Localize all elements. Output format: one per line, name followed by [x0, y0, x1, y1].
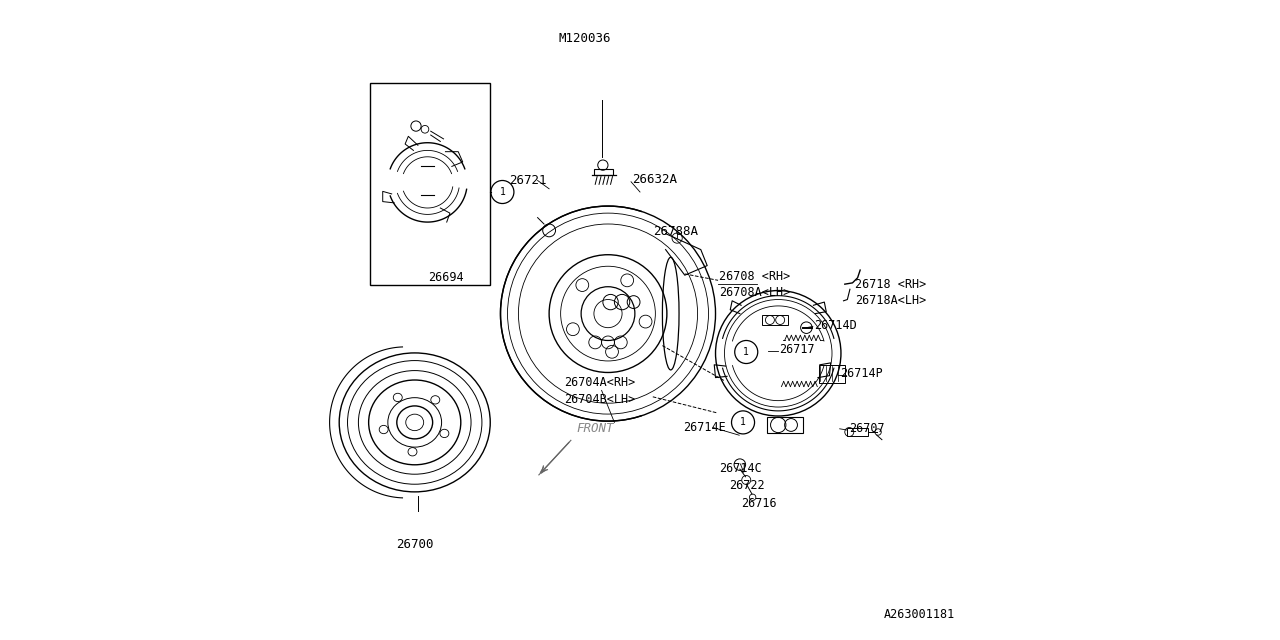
Bar	[370, 83, 490, 285]
Text: 26704A<RH>: 26704A<RH>	[564, 376, 636, 389]
Text: 1: 1	[499, 187, 506, 197]
Text: 26694: 26694	[428, 271, 463, 284]
Bar	[594, 169, 613, 175]
Text: 26722: 26722	[730, 479, 765, 492]
Text: 26718 <RH>: 26718 <RH>	[855, 278, 927, 291]
Text: 26632A: 26632A	[632, 173, 677, 186]
Bar	[767, 417, 803, 433]
Text: 26708A<LH>: 26708A<LH>	[719, 286, 791, 299]
Text: 26788A: 26788A	[653, 225, 698, 238]
Text: 26708 <RH>: 26708 <RH>	[719, 270, 791, 283]
Text: 26714E: 26714E	[684, 421, 726, 434]
Text: FRONT: FRONT	[576, 422, 613, 435]
Text: 26714P: 26714P	[840, 367, 882, 380]
Text: 26716: 26716	[741, 497, 777, 509]
Text: 1: 1	[740, 417, 746, 428]
Bar	[763, 315, 788, 325]
Text: M120036: M120036	[558, 32, 611, 45]
Bar	[819, 365, 845, 383]
Text: 26718A<LH>: 26718A<LH>	[855, 294, 927, 307]
Text: 26721: 26721	[508, 174, 547, 187]
Text: 26700: 26700	[396, 538, 434, 550]
Text: 1: 1	[744, 347, 749, 357]
Text: 26714D: 26714D	[814, 319, 856, 332]
Bar	[847, 428, 868, 436]
Text: 26704B<LH>: 26704B<LH>	[564, 393, 636, 406]
Text: 26714C: 26714C	[719, 462, 762, 475]
Text: A263001181: A263001181	[883, 608, 955, 621]
Text: 26707: 26707	[849, 422, 884, 435]
Text: 26717: 26717	[780, 343, 815, 356]
